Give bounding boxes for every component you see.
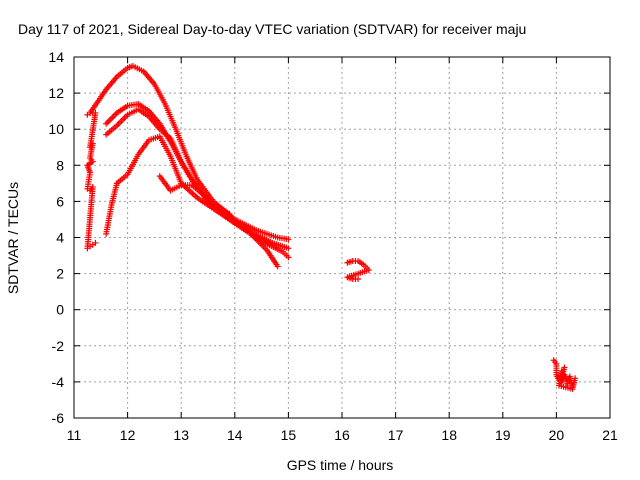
x-tick-label: 13 [173,427,189,443]
y-axis-label: SDTVAR / TECUs [5,182,21,294]
y-tick-label: 0 [56,302,64,318]
data-point [226,211,233,218]
y-tick-label: 4 [56,230,64,246]
y-tick-label: -6 [52,410,65,426]
y-tick-label: 10 [48,121,64,137]
y-tick-label: 8 [56,157,64,173]
grid [74,57,610,418]
series-track-d [103,133,292,261]
y-tick-label: 14 [48,49,64,65]
x-axis-label: GPS time / hours [287,457,394,473]
series-track-a [87,63,292,243]
x-tick-label: 19 [495,427,511,443]
x-tick-label: 11 [67,427,82,443]
y-tick-label: 12 [48,85,64,101]
plot-frame [73,56,611,419]
data-point [285,236,292,243]
series-track-e [156,173,233,218]
x-tick-label: 12 [120,427,136,443]
x-tick-label: 20 [549,427,565,443]
y-tick-label: 6 [56,193,64,209]
x-tick-label: 14 [227,427,243,443]
data-point [355,276,362,283]
x-tick-label: 16 [334,427,350,443]
x-tick-label: 18 [441,427,457,443]
y-tick-label: -2 [52,338,65,354]
x-tick-label: 21 [602,427,618,443]
data-point [285,254,292,261]
data-point [285,245,292,252]
data-point [274,263,281,270]
y-tick-label: -4 [52,374,65,390]
series-early-fragments [84,109,99,252]
x-tick-label: 17 [388,427,404,443]
chart-title: Day 117 of 2021, Sidereal Day-to-day VTE… [18,21,526,37]
series-group-20h [550,357,579,393]
data-point [561,364,568,371]
series-group-16h [344,257,372,283]
data-point [92,239,99,246]
data-points [84,63,579,393]
x-tick-label: 15 [281,427,297,443]
y-tick-label: 2 [56,266,64,282]
axes: 11 12 13 14 15 16 17 18 19 20 21 -6 -4 -2 0 2 4 6 8 10 12 14 [48,49,618,443]
